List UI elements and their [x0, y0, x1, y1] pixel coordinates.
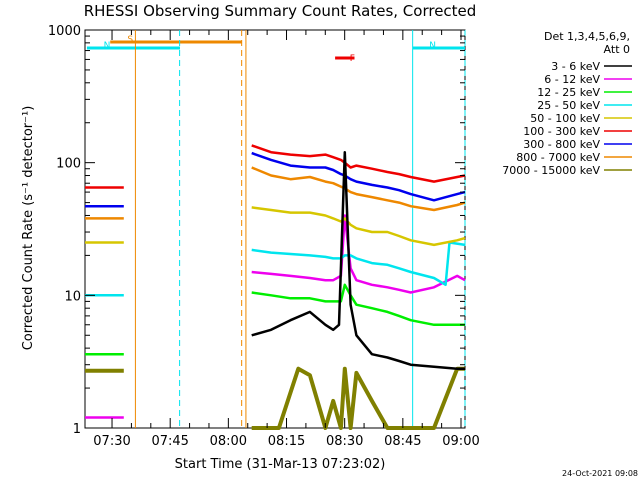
- x-tick-label-0: 07:30: [93, 434, 130, 449]
- plot-frame: [84, 29, 466, 429]
- legend-label-2: 12 - 25 keV: [537, 86, 600, 99]
- series-line-5-seg-1: [251, 144, 466, 183]
- flag-label-1: N: [104, 41, 111, 51]
- y-tick-label-3: 1000: [48, 24, 81, 39]
- legend-header-0: Det 1,3,4,5,6,9,: [544, 30, 630, 43]
- series-line-0-seg-0: [251, 150, 465, 370]
- flag-label-2: N: [429, 41, 436, 51]
- y-tick-label-2: 100: [56, 157, 81, 172]
- series-line-7-seg-1: [251, 166, 466, 212]
- series-line-6-seg-1: [251, 151, 466, 202]
- footer-timestamp: 24-Oct-2021 09:08: [562, 469, 638, 478]
- legend-label-7: 800 - 7000 keV: [516, 151, 600, 164]
- x-tick-label-2: 08:00: [210, 434, 247, 449]
- chart-title: RHESSI Observing Summary Count Rates, Co…: [84, 2, 477, 20]
- legend-label-5: 100 - 300 keV: [523, 125, 600, 138]
- x-tick-label-6: 09:00: [442, 434, 479, 449]
- x-axis-label: Start Time (31-Mar-13 07:23:02): [175, 457, 386, 472]
- x-tick-label-4: 08:30: [326, 434, 363, 449]
- y-axis-label: Corrected Count Rate (s⁻¹ detector⁻¹): [21, 106, 36, 351]
- legend-label-0: 3 - 6 keV: [551, 60, 600, 73]
- legend-label-3: 25 - 50 keV: [537, 99, 600, 112]
- legend-label-8: 7000 - 15000 keV: [502, 164, 600, 177]
- legend-label-6: 300 - 800 keV: [523, 138, 600, 151]
- x-tick-label-1: 07:45: [151, 434, 188, 449]
- legend-label-1: 6 - 12 keV: [544, 73, 600, 86]
- flag-label-0: S: [127, 35, 133, 45]
- x-tick-label-3: 08:15: [268, 434, 305, 449]
- plot-area: SNNF110100100007:3007:4508:0008:1508:300…: [48, 24, 480, 449]
- legend-label-4: 50 - 100 keV: [530, 112, 600, 125]
- legend-header-1: Att 0: [604, 43, 630, 56]
- series-line-4-seg-1: [251, 206, 466, 247]
- y-tick-label-1: 10: [64, 289, 81, 304]
- series-line-2-seg-1: [251, 283, 465, 327]
- y-tick-label-0: 1: [73, 422, 81, 437]
- series-line-1-seg-1: [251, 214, 466, 294]
- series-line-8-seg-1: [251, 366, 465, 430]
- x-tick-label-5: 08:45: [384, 434, 421, 449]
- series-line-3-seg-1: [251, 241, 466, 287]
